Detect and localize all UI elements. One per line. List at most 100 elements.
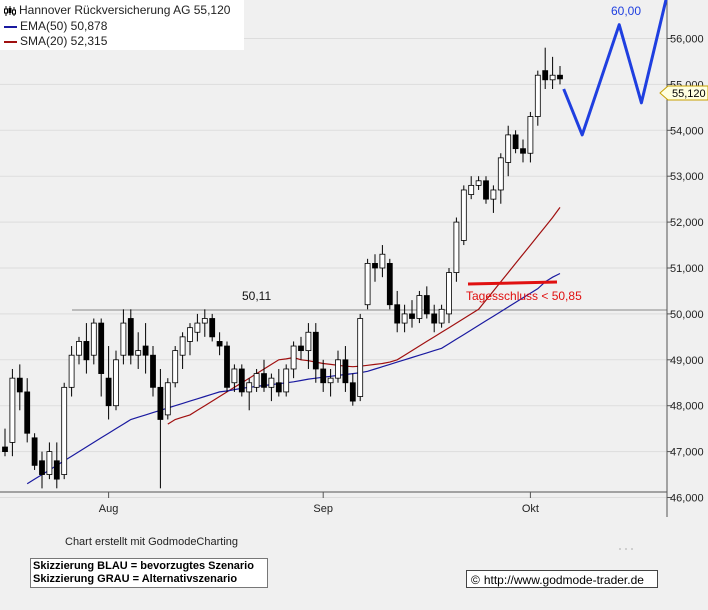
y-tick-label: 50,000 (670, 309, 704, 321)
y-tick-label: 56,000 (670, 34, 704, 46)
ema-line (26, 272, 561, 485)
y-tick-label: 53,000 (670, 171, 704, 183)
candle-body (142, 345, 149, 356)
candle-body (98, 322, 105, 374)
candle-body (438, 308, 445, 324)
candle-body (475, 180, 482, 186)
candle-body (379, 253, 386, 269)
candle-body (209, 318, 216, 338)
target-label: 60,00 (611, 4, 641, 18)
candle-body (24, 391, 31, 434)
candle-body (164, 382, 171, 416)
candle-body (342, 359, 349, 384)
candle-body (534, 74, 541, 117)
candle-body (268, 377, 275, 388)
source-url[interactable]: © http://www.godmode-trader.de (466, 570, 658, 588)
source-url-text[interactable]: http://www.godmode-trader.de (483, 573, 644, 587)
candle-body (246, 382, 253, 393)
candle-body (9, 377, 16, 443)
stop-marker (467, 280, 558, 286)
legend-ema: EMA(50) 50,878 (20, 19, 108, 33)
copyright-icon: © (471, 573, 480, 587)
candle-body (46, 451, 53, 475)
candle-body (201, 318, 208, 324)
sma-swatch (4, 40, 17, 43)
candle-body (127, 318, 134, 356)
stop-label: Tagesschluss < 50,85 (466, 289, 582, 303)
candle-body (238, 368, 245, 393)
price-tag: 55,120 (659, 85, 708, 101)
candle-body (423, 295, 430, 315)
candle-body (283, 368, 290, 393)
candle-body (357, 318, 364, 397)
y-tick-label: 52,000 (670, 217, 704, 229)
grid (0, 38, 667, 498)
candle-body (113, 359, 119, 407)
candle-body (505, 134, 512, 163)
sma-series (167, 207, 561, 425)
candle-body (231, 368, 238, 384)
candle-body (394, 304, 401, 324)
legend-sma: SMA(20) 52,315 (20, 34, 108, 48)
y-tick-label: 47,000 (670, 447, 704, 459)
candle-body (512, 134, 519, 150)
faint-dots (619, 548, 633, 550)
y-tick-label: 49,000 (670, 355, 704, 367)
candle-body (335, 359, 341, 379)
candle-body (216, 341, 223, 347)
legend-ema-row: EMA(50) 50,878 (4, 19, 107, 33)
candle-body (179, 336, 186, 356)
candle-body (39, 460, 45, 475)
ema-series (26, 272, 561, 485)
scenario-line (562, 0, 668, 137)
candle-body (68, 354, 75, 388)
y-tick-label: 51,000 (670, 263, 704, 275)
y-axis: 46,000 47,000 48,000 49,000 50,000 51,000 52,0… (667, 34, 704, 505)
candle-body (497, 157, 504, 191)
candle-body (320, 368, 327, 384)
price-tag-label: 55,120 (672, 88, 706, 100)
candle-body (76, 341, 82, 356)
sma-line (167, 207, 561, 425)
candle-body (275, 382, 282, 393)
y-tick-label: 48,000 (670, 401, 704, 413)
candle-body (542, 70, 549, 81)
candle-body (187, 327, 193, 342)
candle-body (298, 345, 304, 352)
chart-credit: Chart erstellt mit GodmodeCharting (65, 536, 239, 548)
y-tick-label: 54,000 (670, 125, 704, 137)
candle-body (446, 272, 452, 315)
candle-body (409, 313, 415, 319)
candle-body (468, 184, 475, 195)
candle-body (520, 148, 526, 154)
candle-body (372, 263, 378, 269)
candle-body (90, 322, 97, 356)
candle-body (416, 295, 423, 319)
candle-body (135, 350, 142, 356)
y-tick-label: 46,000 (670, 493, 704, 505)
candle-body (349, 382, 356, 402)
candlestick-icon (4, 5, 16, 16)
candle-body (83, 341, 90, 361)
candle-body (460, 189, 467, 241)
candle-body (490, 189, 497, 200)
candle-body (53, 460, 60, 480)
legend-sma-row: SMA(20) 52,315 (4, 34, 107, 48)
candle-body (150, 354, 156, 388)
candle-body (312, 331, 319, 370)
candle-body (401, 313, 408, 324)
x-axis: Aug Sep Okt (99, 492, 539, 515)
candle-body (483, 180, 489, 200)
candle-body (549, 74, 556, 81)
x-tick-label: Sep (313, 503, 333, 515)
legend: Hannover Rückversicherung AG 55,120 EMA(… (0, 0, 244, 50)
candle-body (253, 373, 260, 388)
note-gray: Skizzierung GRAU = Alternativszenario (33, 573, 238, 585)
candle-body (527, 116, 534, 154)
candle-body (16, 377, 23, 393)
x-tick-label: Okt (522, 503, 539, 515)
level-label: 50,11 (242, 289, 271, 303)
candle-body (224, 345, 230, 388)
candle-body (2, 446, 8, 453)
